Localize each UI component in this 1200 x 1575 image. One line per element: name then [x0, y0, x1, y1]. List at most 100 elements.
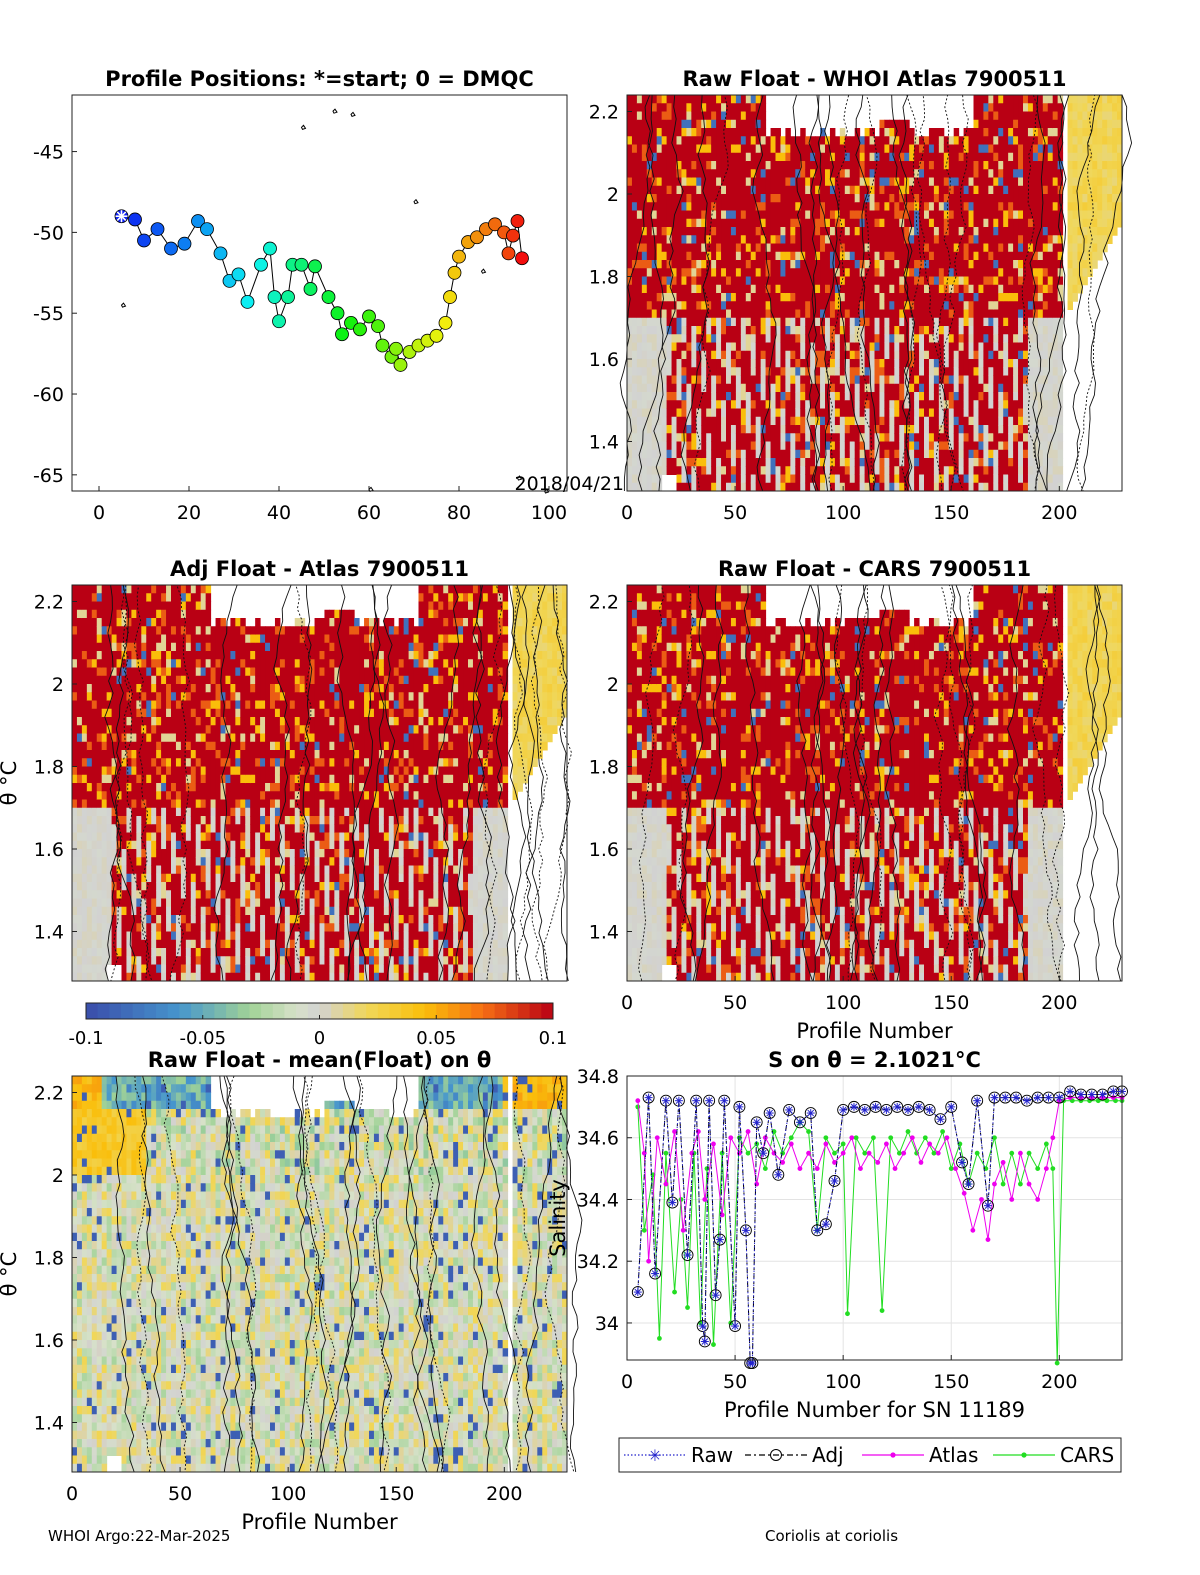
panel-raw-whoi: 0 50 100 150 2001.41.61.822.2Raw Float - WHO… — [589, 67, 1132, 524]
heatmap-cell — [647, 268, 652, 277]
heatmap-cell — [102, 915, 107, 924]
heatmap-cell — [899, 293, 904, 302]
heatmap-cell — [117, 610, 122, 619]
heatmap-cell — [939, 285, 944, 294]
heatmap-cell — [835, 145, 840, 154]
heatmap-cell — [672, 194, 677, 203]
heatmap-cell — [766, 161, 771, 170]
heatmap-cell — [1107, 161, 1112, 170]
heatmap-cell — [681, 301, 686, 310]
heatmap-cell — [117, 940, 122, 949]
heatmap-cell — [780, 409, 785, 418]
heatmap-cell — [1112, 153, 1117, 162]
heatmap-cell — [657, 211, 662, 220]
heatmap-cell — [1018, 310, 1023, 319]
heatmap-cell — [983, 285, 988, 294]
heatmap-cell — [1038, 310, 1043, 319]
heatmap-cell — [875, 384, 880, 393]
heatmap-cell — [1102, 136, 1107, 145]
heatmap-cell — [1038, 334, 1043, 343]
heatmap-cell — [924, 392, 929, 401]
heatmap-cell — [850, 178, 855, 187]
heatmap-cell — [800, 417, 805, 426]
heatmap-cell — [741, 95, 746, 104]
heatmap-cell — [1092, 145, 1097, 154]
heatmap-cell — [652, 343, 657, 352]
heatmap-cell — [889, 161, 894, 170]
heatmap-cell — [969, 136, 974, 145]
heatmap-cell — [934, 483, 939, 492]
heatmap-cell — [741, 334, 746, 343]
heatmap-cell — [761, 260, 766, 269]
heatmap-cell — [993, 112, 998, 121]
heatmap-cell — [1018, 458, 1023, 467]
heatmap-cell — [1102, 161, 1107, 170]
heatmap-cell — [721, 112, 726, 121]
heatmap-cell — [1107, 178, 1112, 187]
heatmap-cell — [954, 136, 959, 145]
heatmap-cell — [716, 112, 721, 121]
heatmap-cell — [726, 112, 731, 121]
heatmap-cell — [983, 178, 988, 187]
heatmap-cell — [1073, 112, 1078, 121]
heatmap-cell — [1068, 277, 1073, 286]
heatmap-cell — [1033, 178, 1038, 187]
heatmap-cell — [1048, 260, 1053, 269]
heatmap-cell — [1023, 186, 1028, 195]
heatmap-cell — [1053, 186, 1058, 195]
heatmap-cell — [855, 475, 860, 484]
heatmap-cell — [766, 400, 771, 409]
heatmap-cell — [672, 425, 677, 434]
heatmap-cell — [954, 219, 959, 228]
heatmap-cell — [974, 425, 979, 434]
heatmap-cell — [667, 219, 672, 228]
heatmap-cell — [959, 268, 964, 277]
heatmap-cell — [998, 153, 1003, 162]
heatmap-cell — [939, 326, 944, 335]
heatmap-cell — [800, 351, 805, 360]
heatmap-cell — [776, 310, 781, 319]
heatmap-cell — [1102, 194, 1107, 203]
heatmap-cell — [696, 178, 701, 187]
heatmap-cell — [1053, 442, 1058, 451]
heatmap-cell — [894, 285, 899, 294]
heatmap-cell — [1107, 211, 1112, 220]
heatmap-cell — [102, 602, 107, 611]
heatmap-cell — [77, 610, 82, 619]
heatmap-cell — [944, 310, 949, 319]
heatmap-cell — [988, 425, 993, 434]
heatmap-cell — [1013, 351, 1018, 360]
heatmap-cell — [672, 409, 677, 418]
heatmap-cell — [681, 128, 686, 137]
heatmap-cell — [1018, 260, 1023, 269]
heatmap-cell — [1003, 450, 1008, 459]
heatmap-cell — [969, 326, 974, 335]
heatmap-cell — [974, 351, 979, 360]
heatmap-cell — [815, 227, 820, 236]
heatmap-cell — [1112, 95, 1117, 104]
heatmap-cell — [637, 392, 642, 401]
heatmap-cell — [87, 923, 92, 932]
heatmap-cell — [681, 103, 686, 112]
heatmap-cell — [97, 709, 102, 718]
heatmap-cell — [1028, 318, 1033, 327]
heatmap-cell — [840, 433, 845, 442]
heatmap-cell — [1082, 178, 1087, 187]
heatmap-cell — [845, 186, 850, 195]
heatmap-cell — [756, 268, 761, 277]
heatmap-cell — [731, 244, 736, 253]
heatmap-cell — [954, 301, 959, 310]
heatmap-cell — [766, 202, 771, 211]
heatmap-cell — [929, 161, 934, 170]
heatmap-cell — [681, 310, 686, 319]
heatmap-cell — [766, 219, 771, 228]
y-tick-label: -65 — [33, 465, 64, 487]
heatmap-cell — [766, 458, 771, 467]
heatmap-cell — [934, 475, 939, 484]
heatmap-cell — [845, 409, 850, 418]
heatmap-cell — [117, 882, 122, 891]
heatmap-cell — [1008, 211, 1013, 220]
heatmap-cell — [82, 808, 87, 817]
heatmap-cell — [919, 318, 924, 327]
heatmap-cell — [795, 351, 800, 360]
